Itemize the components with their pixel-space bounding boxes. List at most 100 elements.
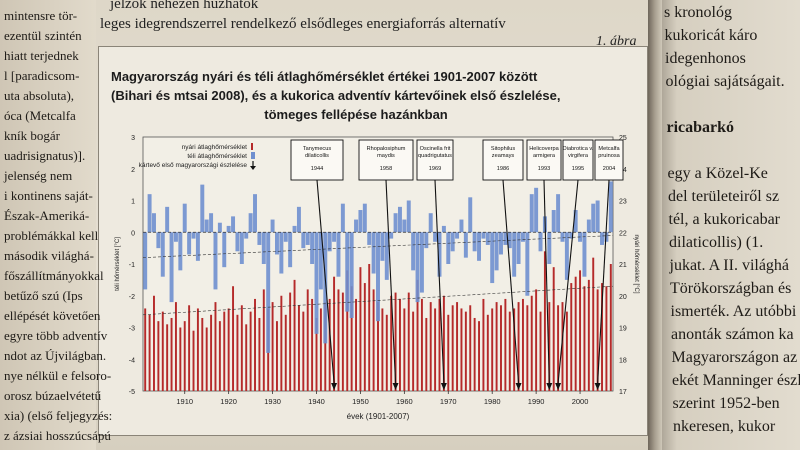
annotation-year: 2004 [603, 166, 615, 172]
right-text-line: ricabarkó [666, 119, 735, 136]
left-text-line: xia) (első feljegyzés: [4, 408, 113, 423]
summer-bar [319, 308, 322, 391]
summer-bar [486, 314, 489, 391]
winter-bar [380, 232, 385, 261]
summer-bar [592, 257, 595, 391]
winter-bar [279, 232, 284, 274]
annotation-year: 1969 [429, 166, 441, 172]
summer-bar [157, 321, 160, 391]
winter-bar [253, 194, 257, 233]
annotation-year: 1995 [572, 166, 584, 172]
annotation-box [526, 139, 562, 181]
winter-bar [156, 232, 161, 249]
x-tick-label: 1980 [484, 397, 501, 406]
summer-bar [482, 298, 485, 391]
summer-bar [293, 279, 296, 391]
winter-bar [217, 222, 222, 233]
winter-bar [195, 232, 200, 261]
summer-bar [601, 283, 603, 391]
summer-bar [170, 317, 173, 391]
winter-bar [314, 232, 319, 334]
winter-bar [490, 232, 495, 284]
winter-bar [204, 219, 209, 233]
left-text-line: ellépését követően [4, 308, 101, 323]
summer-bar [473, 317, 476, 391]
chart-title-line-2: (Bihari és mtsai 2008), és a kukorica ad… [111, 88, 561, 103]
y-right-tick-label: 17 [619, 389, 627, 396]
winter-bar [494, 232, 499, 271]
winter-bar [376, 232, 380, 322]
winter-bar [345, 232, 350, 312]
summer-bar [284, 314, 287, 391]
y-right-tick-label: 21 [619, 262, 627, 269]
figure-label: 1. ábra [596, 34, 637, 49]
summer-bar [240, 305, 243, 391]
winter-bar [450, 232, 455, 252]
annotation-box [562, 139, 594, 181]
summer-bar [302, 311, 305, 391]
right-text-line: anonták számon ka [671, 326, 794, 343]
summer-bar [416, 279, 419, 391]
annotation-species: Oscinella frit [420, 146, 451, 152]
summer-bar [420, 298, 423, 391]
summer-bar [355, 298, 358, 391]
summer-bar [429, 302, 432, 391]
summer-bar [412, 311, 415, 391]
summer-bar [574, 276, 577, 391]
summer-bar [447, 314, 450, 391]
left-text-line: ndot az Újvilágban. [4, 348, 107, 363]
annotation-species: pruinosa [598, 153, 620, 159]
winter-bar [485, 232, 490, 245]
summer-bar [232, 286, 235, 391]
x-tick-label: 1910 [176, 397, 193, 406]
left-text-line: problémákkal kell [4, 228, 99, 243]
winter-bar [564, 232, 569, 280]
left-text-line: főszállítmányokkal [4, 268, 104, 283]
legend-swatch [251, 152, 255, 159]
winter-bar [266, 232, 271, 353]
winter-bar [143, 232, 148, 290]
winter-bar [437, 232, 442, 277]
left-text-line: ezentül szintén [4, 28, 82, 43]
winter-bar [222, 232, 227, 268]
summer-bar [333, 276, 336, 391]
left-text-line: z ázsiai hosszúcsápú [4, 428, 111, 443]
x-tick-label: 1960 [396, 397, 413, 406]
summer-bar [249, 311, 252, 391]
y-left-tick-label: 1 [131, 199, 135, 206]
summer-bar [201, 317, 204, 391]
winter-bar [411, 232, 416, 271]
left-text-line: jelenség nem [4, 168, 73, 183]
winter-bar [327, 232, 332, 252]
winter-bar [323, 232, 328, 344]
summer-bar [205, 327, 208, 391]
y-left-tick-label: -5 [129, 389, 135, 396]
summer-bar [280, 295, 283, 391]
winter-bar [173, 232, 178, 242]
winter-bar [529, 194, 534, 233]
y-left-tick-label: 0 [131, 230, 135, 237]
summer-bar [262, 289, 265, 391]
winter-bar [160, 232, 165, 277]
winter-bar [261, 232, 266, 264]
winter-bar [187, 232, 192, 255]
summer-bar [464, 311, 467, 391]
left-text-line: egyre több adventív [4, 328, 108, 343]
chart-title-line-3: tömeges fellépése hazánkban [264, 107, 448, 122]
winter-bar [595, 200, 600, 233]
right-text-line: del területeiről sz [668, 188, 780, 205]
winter-bar [248, 213, 253, 233]
winter-bar [349, 232, 354, 318]
summer-bar [508, 311, 511, 391]
summer-bar [526, 305, 529, 391]
annotation-species: Diabrotica v. [563, 146, 594, 152]
legend-swatch [251, 143, 253, 150]
summer-bar [245, 324, 248, 391]
summer-bar [438, 298, 441, 391]
winter-bar [586, 219, 591, 233]
summer-bar [350, 286, 353, 391]
winter-bar [459, 219, 464, 233]
summer-bar [513, 308, 516, 391]
summer-bar [407, 292, 410, 391]
annotation-year: 1944 [311, 166, 323, 172]
